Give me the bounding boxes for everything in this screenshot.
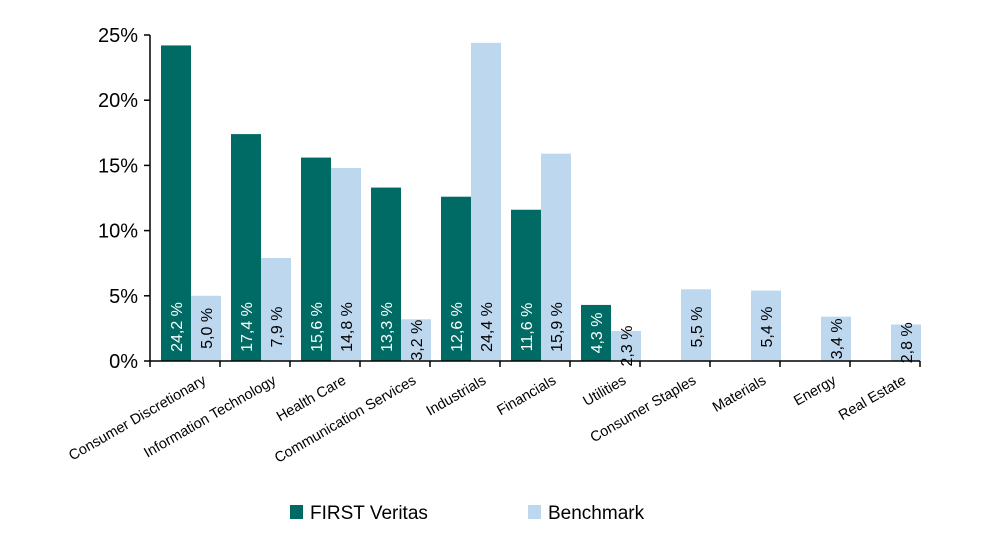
value-label-first-veritas-communication-services: 13,3 % [379,302,396,352]
x-tick-label-utilities: Utilities [581,373,629,410]
value-label-benchmark-real-estate: 2,8 % [899,322,916,363]
bar-benchmark-real-estate [891,324,921,361]
legend-swatch-benchmark [528,505,541,519]
value-label-benchmark-energy: 3,4 % [829,318,846,359]
legend-swatch-first-veritas [290,505,303,519]
value-label-benchmark-health-care: 14,8 % [339,302,356,352]
x-tick-label-real-estate: Real Estate [836,373,909,424]
legend-label-benchmark: Benchmark [548,503,645,524]
bar-first-veritas-industrials [441,196,471,361]
value-label-first-veritas-health-care: 15,6 % [309,302,326,352]
value-label-benchmark-financials: 15,9 % [549,302,566,352]
x-tick-label-financials: Financials [494,373,559,419]
bar-benchmark-consumer-staples [681,289,711,361]
x-tick-label-information-technology: Information Technology [141,372,279,461]
y-tick-label: 15% [98,155,138,177]
value-label-first-veritas-consumer-discretionary: 24,2 % [169,302,186,352]
bar-first-veritas-information-technology [231,134,261,361]
y-tick-label: 25% [98,25,138,47]
bar-benchmark-communication-services [401,319,431,361]
y-tick-label: 5% [109,286,138,308]
value-label-first-veritas-industrials: 12,6 % [449,302,466,352]
bars-layer [161,42,921,361]
bar-benchmark-industrials [471,42,501,361]
value-label-benchmark-utilities: 2,3 % [619,326,636,367]
y-tick-label: 20% [98,90,138,112]
bar-benchmark-materials [751,290,781,361]
value-label-first-veritas-information-technology: 17,4 % [239,302,256,352]
value-labels-layer: 24,2 % 17,4 % 15,6 % 13,3 % 12,6 % 11,6 % 4,3 … [169,302,916,366]
bar-first-veritas-communication-services [371,187,401,361]
y-tick-label: 0% [109,351,138,373]
value-label-benchmark-information-technology: 7,9 % [269,307,286,348]
x-tick-label-energy: Energy [791,372,839,409]
value-label-benchmark-consumer-discretionary: 5,0 % [199,308,216,349]
bar-benchmark-health-care [331,168,361,361]
bar-benchmark-financials [541,153,571,361]
x-tick-label-industrials: Industrials [424,373,489,420]
legend-label-first-veritas: FIRST Veritas [310,503,428,524]
y-tick-label: 10% [98,221,138,243]
value-label-first-veritas-utilities: 4,3 % [589,313,606,354]
bar-first-veritas-utilities [581,304,611,361]
value-label-first-veritas-financials: 11,6 % [519,303,536,352]
x-tick-label-consumer-discretionary: Consumer Discretionary [66,372,209,464]
bar-benchmark-utilities [611,331,641,361]
bar-benchmark-energy [821,316,851,361]
value-label-benchmark-industrials: 24,4 % [479,302,496,352]
x-tick-label-materials: Materials [710,373,769,416]
value-label-benchmark-consumer-staples: 5,5 % [689,307,706,348]
bar-first-veritas-financials [511,209,541,361]
bar-benchmark-information-technology [261,257,291,361]
value-label-benchmark-materials: 5,4 % [759,307,776,348]
value-label-benchmark-communication-services: 3,2 % [409,320,426,361]
legend: FIRST Veritas Benchmark [290,503,645,524]
bar-first-veritas-health-care [301,157,331,361]
bar-first-veritas-consumer-discretionary [161,45,191,361]
bar-benchmark-consumer-discretionary [191,295,221,361]
